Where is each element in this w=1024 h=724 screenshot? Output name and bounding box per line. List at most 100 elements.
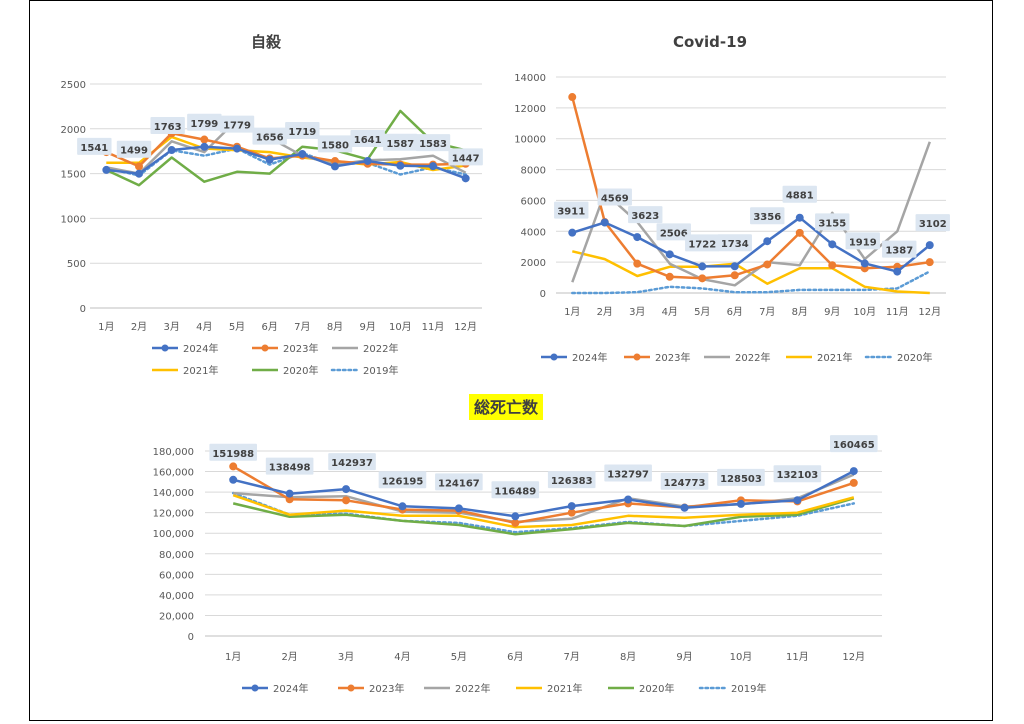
x-tick-label: 10月 [853,306,876,318]
data-point [331,162,339,171]
data-label: 132797 [604,464,652,482]
data-point [698,262,707,271]
data-point [342,485,351,494]
legend-item: 2020年 [864,351,932,364]
series-line-2021年 [106,135,466,172]
data-label-text: 1387 [885,246,913,257]
y-tick-label: 100,000 [153,529,194,540]
data-label-text: 124773 [664,478,706,489]
data-label-text: 1587 [386,139,414,150]
legend-marker [161,344,169,352]
x-tick-label: 11月 [886,306,909,318]
data-label: 1580 [317,135,353,153]
data-point [698,274,707,283]
data-point [135,169,143,178]
chart-3: 総死亡数 0 20,000 40,000 60,000 80,000 100,000 120,… [153,394,882,695]
data-label-text: 132103 [777,470,819,481]
series-line-2020年 [105,109,467,187]
legend-item: 2023年 [252,342,318,355]
data-point [298,149,307,158]
data-label: 4881 [782,185,817,203]
data-label-text: 3356 [753,212,781,223]
data-point [200,142,209,151]
legend-item: 2020年 [608,682,674,695]
series-line-2023年 [571,96,930,280]
data-label-text: 126383 [551,476,593,487]
data-point [567,508,576,517]
legend-label: 2024年 [572,351,607,364]
data-label: 1587 [383,133,418,151]
legend-marker [251,684,259,692]
y-tick-label: 4000 [521,227,546,238]
legend-label: 2021年 [547,682,582,695]
x-tick-label: 11月 [422,321,445,333]
chart-title: Covid-19 [673,33,747,51]
y-tick-label: 1000 [61,214,86,225]
y-tick-label: 20,000 [159,611,194,622]
x-tick-label: 9月 [824,306,840,318]
data-label-box [845,232,880,250]
data-label-box [378,471,427,489]
data-point [568,228,577,237]
data-point [893,267,902,276]
legend-marker [550,353,558,361]
data-point [167,146,176,155]
legend-item: 2019年 [330,364,398,377]
x-tick-label: 1月 [225,651,241,663]
data-label-box [773,465,822,483]
data-label-box [435,473,483,491]
y-tick-label: 6000 [521,196,546,207]
data-point [285,489,294,498]
legend-item: 2020年 [252,364,318,377]
x-tick-label: 2月 [597,306,613,318]
data-label-box [265,457,314,475]
x-tick-label: 2月 [131,321,147,333]
x-tick-label: 4月 [662,306,678,318]
x-tick-label: 6月 [261,321,277,333]
data-point [633,259,642,268]
data-label: 151988 [209,443,258,461]
y-tick-label: 80,000 [159,550,194,561]
y-tick-label: 10000 [514,135,546,146]
legend-item: 2024年 [242,682,308,695]
data-point [363,156,372,165]
data-label: 1779 [219,115,255,133]
data-point [793,496,802,505]
legend-label: 2020年 [639,682,674,695]
data-point [135,162,143,171]
data-label-text: 1719 [288,127,316,138]
legend-label: 2024年 [183,342,218,355]
data-label: 128503 [717,468,765,486]
data-point [200,135,209,144]
data-label-text: 1583 [419,139,447,150]
data-label: 3155 [815,213,850,231]
data-label: 1447 [448,148,483,166]
data-label: 3356 [750,207,785,225]
x-tick-label: 4月 [196,321,212,333]
x-tick-label: 4月 [394,651,410,663]
data-label: 142937 [328,453,376,471]
data-point [860,259,869,268]
data-label-text: 138498 [269,463,311,474]
data-label-text: 151988 [212,449,254,460]
x-tick-label: 10月 [389,321,412,333]
data-label-text: 3623 [631,211,659,222]
data-label: 1583 [415,134,451,152]
data-point [849,478,858,487]
data-point [454,504,463,513]
y-tick-label: 2500 [61,80,86,91]
data-point [233,144,241,153]
legend-label: 2023年 [655,351,690,364]
data-label-box [604,464,652,482]
legend-item: 2022年 [704,351,770,364]
legend-item: 2019年 [698,682,766,695]
data-label-box [717,234,752,252]
series-line-2024年 [106,145,467,180]
y-tick-label: 2000 [521,258,546,269]
data-label-box [187,113,222,131]
y-tick-label: 1500 [61,170,86,181]
data-point [229,475,238,484]
y-tick-label: 160,000 [153,468,194,479]
y-tick-label: 60,000 [159,570,194,581]
